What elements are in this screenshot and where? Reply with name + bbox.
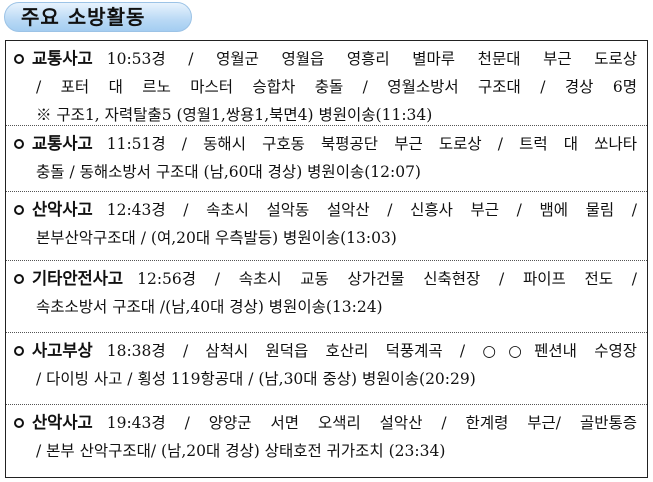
activity-line: 기타안전사고 12:56경 / 속초시 교동 상가건물 신축현장 / 파이프 전도… [14, 265, 637, 293]
activity-text: 충돌 / 동해소방서 구조대 (남,60대 경상) 병원이송(12:07) [36, 163, 421, 181]
activity-text: / 본부 산악구조대/ (남,20대 경상) 상태호전 귀가조치 (23:34) [36, 442, 446, 460]
activity-line: 산악사고 12:43경 / 속초시 설악동 설악산 / 신흥사 부근 / 뱀에 물… [14, 196, 637, 224]
activity-category: 기타안전사고 [32, 269, 124, 288]
circle-bullet-icon [14, 274, 24, 284]
circle-bullet-icon [14, 54, 24, 64]
activity-item: 교통사고 11:51경 / 동해시 구호동 북평공단 부근 도로상 / 트럭 대 … [6, 126, 647, 192]
activity-line: 충돌 / 동해소방서 구조대 (남,60대 경상) 병원이송(12:07) [14, 158, 637, 186]
activity-line: 사고부상 18:38경 / 삼척시 원덕읍 호산리 덕풍계곡 / ○○펜션내 수영… [14, 337, 637, 365]
section-title: 주요 소방활동 [4, 2, 192, 32]
activity-line: ※ 구조1, 자력탈출5 (영월1,쌍용1,북면4) 병원이송(11:34) [14, 101, 637, 129]
activity-line: / 다이빙 사고 / 횡성 119항공대 / (남,30대 중상) 병원이송(2… [14, 365, 637, 393]
activity-text: 18:38경 / 삼척시 원덕읍 호산리 덕풍계곡 / ○○펜션내 수영장 [106, 342, 637, 360]
activity-line: / 본부 산악구조대/ (남,20대 경상) 상태호전 귀가조치 (23:34) [14, 437, 637, 465]
circle-bullet-icon [14, 418, 24, 428]
activity-text: 속초소방서 구조대 /(남,40대 경상) 병원이송(13:24) [36, 298, 383, 316]
activity-text: 19:43경 / 양양군 서면 오색리 설악산 / 한계령 부근/ 골반통증 [106, 414, 637, 432]
activity-item: 산악사고 12:43경 / 속초시 설악동 설악산 / 신흥사 부근 / 뱀에 물… [6, 192, 647, 261]
activity-line: 산악사고 19:43경 / 양양군 서면 오색리 설악산 / 한계령 부근/ 골반… [14, 409, 637, 437]
activity-item: 기타안전사고 12:56경 / 속초시 교동 상가건물 신축현장 / 파이프 전도… [6, 261, 647, 333]
activity-text: 10:53경 / 영월군 영월읍 영흥리 별마루 천문대 부근 도로상 [106, 50, 637, 68]
activity-line: 교통사고 10:53경 / 영월군 영월읍 영흥리 별마루 천문대 부근 도로상 [14, 45, 637, 73]
activity-text: 본부산악구조대 / (여,20대 우측발등) 병원이송(13:03) [36, 229, 397, 247]
circle-bullet-icon [14, 139, 24, 149]
activity-line: 교통사고 11:51경 / 동해시 구호동 북평공단 부근 도로상 / 트럭 대 … [14, 130, 637, 158]
circle-bullet-icon [14, 205, 24, 215]
activity-text: 11:51경 / 동해시 구호동 북평공단 부근 도로상 / 트럭 대 쏘나타 [106, 135, 637, 153]
activity-item: 산악사고 19:43경 / 양양군 서면 오색리 설악산 / 한계령 부근/ 골반… [6, 405, 647, 477]
activity-category: 산악사고 [32, 413, 93, 432]
activity-line: 속초소방서 구조대 /(남,40대 경상) 병원이송(13:24) [14, 293, 637, 321]
activity-text: 12:43경 / 속초시 설악동 설악산 / 신흥사 부근 / 뱀에 물림 / [106, 201, 637, 219]
activity-category: 사고부상 [32, 341, 93, 360]
activity-category: 산악사고 [32, 200, 93, 219]
activity-item: 사고부상 18:38경 / 삼척시 원덕읍 호산리 덕풍계곡 / ○○펜션내 수영… [6, 333, 647, 405]
activity-text: 12:56경 / 속초시 교동 상가건물 신축현장 / 파이프 전도 / [137, 270, 637, 288]
activity-line: / 포터 대 르노 마스터 승합차 충돌 / 영월소방서 구조대 / 경상 6명 [14, 73, 637, 101]
circle-bullet-icon [14, 346, 24, 356]
activity-text: / 포터 대 르노 마스터 승합차 충돌 / 영월소방서 구조대 / 경상 6명 [36, 78, 637, 96]
activity-text: / 다이빙 사고 / 횡성 119항공대 / (남,30대 중상) 병원이송(2… [36, 370, 476, 388]
activity-line: 본부산악구조대 / (여,20대 우측발등) 병원이송(13:03) [14, 224, 637, 252]
activity-text: ※ 구조1, 자력탈출5 (영월1,쌍용1,북면4) 병원이송(11:34) [36, 106, 433, 124]
activity-list: 교통사고 10:53경 / 영월군 영월읍 영흥리 별마루 천문대 부근 도로상 /… [5, 40, 648, 478]
activity-category: 교통사고 [32, 49, 93, 68]
activity-item: 교통사고 10:53경 / 영월군 영월읍 영흥리 별마루 천문대 부근 도로상 /… [6, 41, 647, 126]
activity-category: 교통사고 [32, 134, 93, 153]
